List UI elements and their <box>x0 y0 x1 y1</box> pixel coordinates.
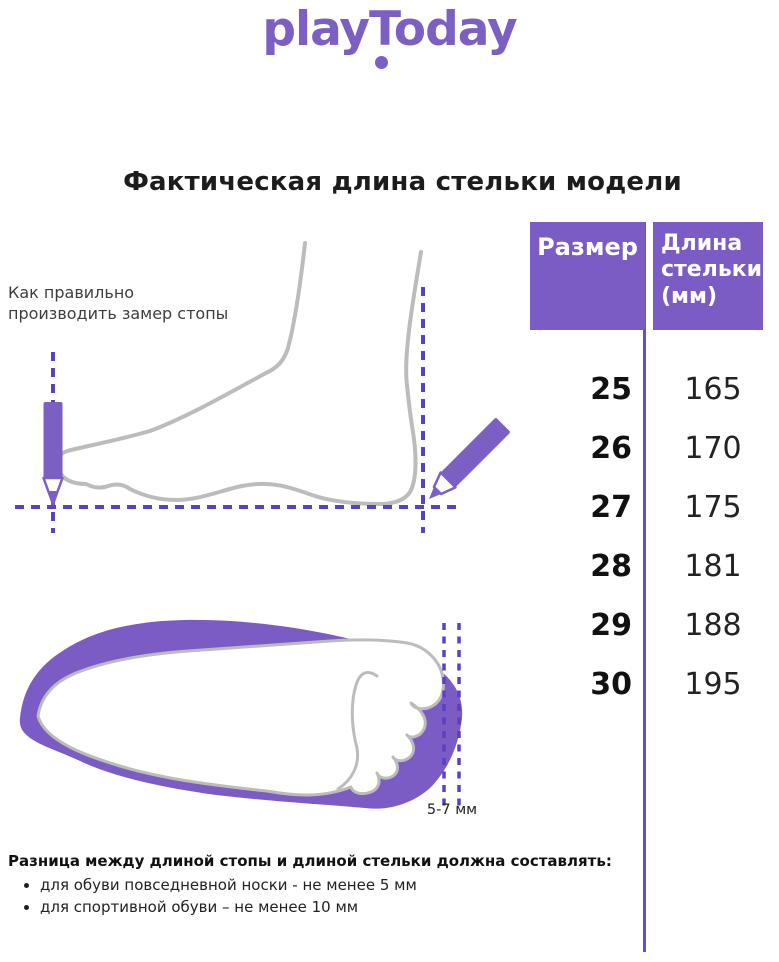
insole-top-view-diagram <box>19 619 463 809</box>
footnote-bullet-everyday: для обуви повседневной носки - не менее … <box>40 876 608 894</box>
size-value: 25 <box>590 372 632 407</box>
size-value: 28 <box>590 549 632 584</box>
footprint-shape <box>36 638 445 797</box>
table-row: 28 181 <box>530 537 773 596</box>
table-column-divider <box>643 222 646 952</box>
pencil-left-icon <box>42 402 64 506</box>
length-value: 181 <box>684 549 742 584</box>
table-row: 27 175 <box>530 478 773 537</box>
length-value: 175 <box>684 490 742 525</box>
foot-profile-outline <box>55 241 423 506</box>
footnote-bullet-sport: для спортивной обуви – не менее 10 мм <box>40 898 608 916</box>
size-value: 26 <box>590 431 632 466</box>
foot-side-measurement-diagram <box>15 241 510 533</box>
measure-instruction-note: Как правильно производить замер стопы <box>8 283 229 323</box>
brand-logo-dot-icon <box>374 56 388 69</box>
size-value: 30 <box>590 667 632 702</box>
size-table-rows: 25 165 26 170 27 175 28 181 29 188 30 19… <box>530 360 773 714</box>
table-row: 26 170 <box>530 419 773 478</box>
footprint-crease <box>336 671 379 791</box>
footnote-bullet-list: для обуви повседневной носки - не менее … <box>8 876 608 916</box>
table-row: 29 188 <box>530 596 773 655</box>
pencil-right-icon <box>429 418 510 499</box>
brand-logo: playToday <box>0 2 779 69</box>
length-value: 165 <box>684 372 742 407</box>
size-value: 29 <box>590 608 632 643</box>
toe-gap-label: 5-7 мм <box>426 802 478 818</box>
table-header-size: Размер <box>530 222 645 330</box>
size-value: 27 <box>590 490 632 525</box>
table-row: 25 165 <box>530 360 773 419</box>
length-value: 195 <box>684 667 742 702</box>
footnote-heading: Разница между длиной стопы и длиной стел… <box>8 852 612 870</box>
brand-logo-text: playToday <box>262 2 517 57</box>
length-value: 188 <box>684 608 742 643</box>
length-value: 170 <box>684 431 742 466</box>
page-title: Фактическая длина стельки модели <box>123 167 682 197</box>
table-row: 30 195 <box>530 655 773 714</box>
footnote: Разница между длиной стопы и длиной стел… <box>8 852 612 920</box>
table-header-length: Длина стельки (мм) <box>653 222 763 330</box>
